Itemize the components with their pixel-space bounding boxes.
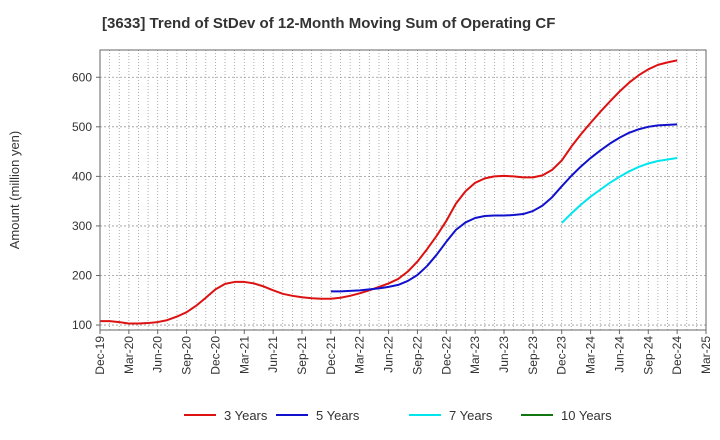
x-tick-label: Jun-20: [151, 336, 165, 373]
x-tick-label: Dec-20: [208, 336, 222, 375]
series-lines: [100, 59, 678, 325]
y-tick-label: 300: [72, 219, 92, 233]
chart-title: [3633] Trend of StDev of 12-Month Moving…: [102, 15, 555, 32]
legend-label: 3 Years: [224, 408, 268, 423]
series-line-3-years: [100, 59, 678, 325]
x-tick-label: Mar-22: [353, 336, 367, 374]
x-axis: Dec-19 Mar-20 Jun-20 Sep-20 Dec-20 Mar-21 Jun-…: [93, 330, 713, 375]
x-tick-label: Dec-19: [93, 336, 107, 375]
x-tick-label: Sep-21: [295, 336, 309, 375]
legend-label: 10 Years: [561, 408, 612, 423]
grid: [100, 50, 706, 330]
x-tick-label: Mar-20: [122, 336, 136, 374]
plot-area: [100, 50, 706, 330]
x-tick-label: Mar-24: [584, 336, 598, 374]
x-tick-label: Dec-23: [555, 336, 569, 375]
x-tick-label: Mar-25: [699, 336, 713, 374]
legend-label: 7 Years: [449, 408, 493, 423]
y-tick-label: 500: [72, 120, 92, 134]
x-tick-label: Dec-24: [670, 336, 684, 375]
y-axis: 100 200 300 400 500 600: [72, 70, 100, 332]
y-tick-label: 100: [72, 318, 92, 332]
y-tick-label: 200: [72, 268, 92, 282]
x-tick-label: Jun-23: [497, 336, 511, 373]
y-axis-label: Amount (million yen): [7, 131, 22, 250]
series-line-7-years: [561, 157, 678, 224]
x-tick-label: Dec-21: [324, 336, 338, 375]
x-tick-label: Sep-23: [526, 336, 540, 375]
series-line-5-years: [330, 123, 678, 293]
y-tick-label: 400: [72, 169, 92, 183]
x-tick-label: Jun-24: [612, 336, 626, 373]
x-tick-label: Sep-20: [180, 336, 194, 375]
x-tick-label: Mar-23: [468, 336, 482, 374]
x-tick-label: Dec-22: [439, 336, 453, 375]
y-tick-label: 600: [72, 70, 92, 84]
plot-frame: [99, 49, 707, 331]
x-tick-label: Sep-22: [410, 336, 424, 375]
x-tick-label: Mar-21: [237, 336, 251, 374]
x-tick-label: Sep-24: [641, 336, 655, 375]
legend-label: 5 Years: [316, 408, 360, 423]
x-tick-label: Jun-21: [266, 336, 280, 373]
x-tick-label: Jun-22: [382, 336, 396, 373]
legend: 3 Years 5 Years 7 Years 10 Years: [184, 408, 612, 423]
